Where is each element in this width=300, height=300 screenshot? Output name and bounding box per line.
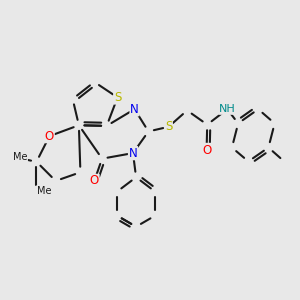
Text: O: O (45, 130, 54, 142)
Text: N: N (129, 147, 137, 160)
Text: O: O (90, 174, 99, 188)
Text: S: S (114, 91, 121, 104)
Text: NH: NH (219, 104, 236, 114)
Text: S: S (165, 120, 172, 133)
Text: N: N (130, 103, 139, 116)
Text: Me: Me (13, 152, 27, 162)
Text: Me: Me (37, 186, 52, 196)
Text: O: O (202, 143, 211, 157)
